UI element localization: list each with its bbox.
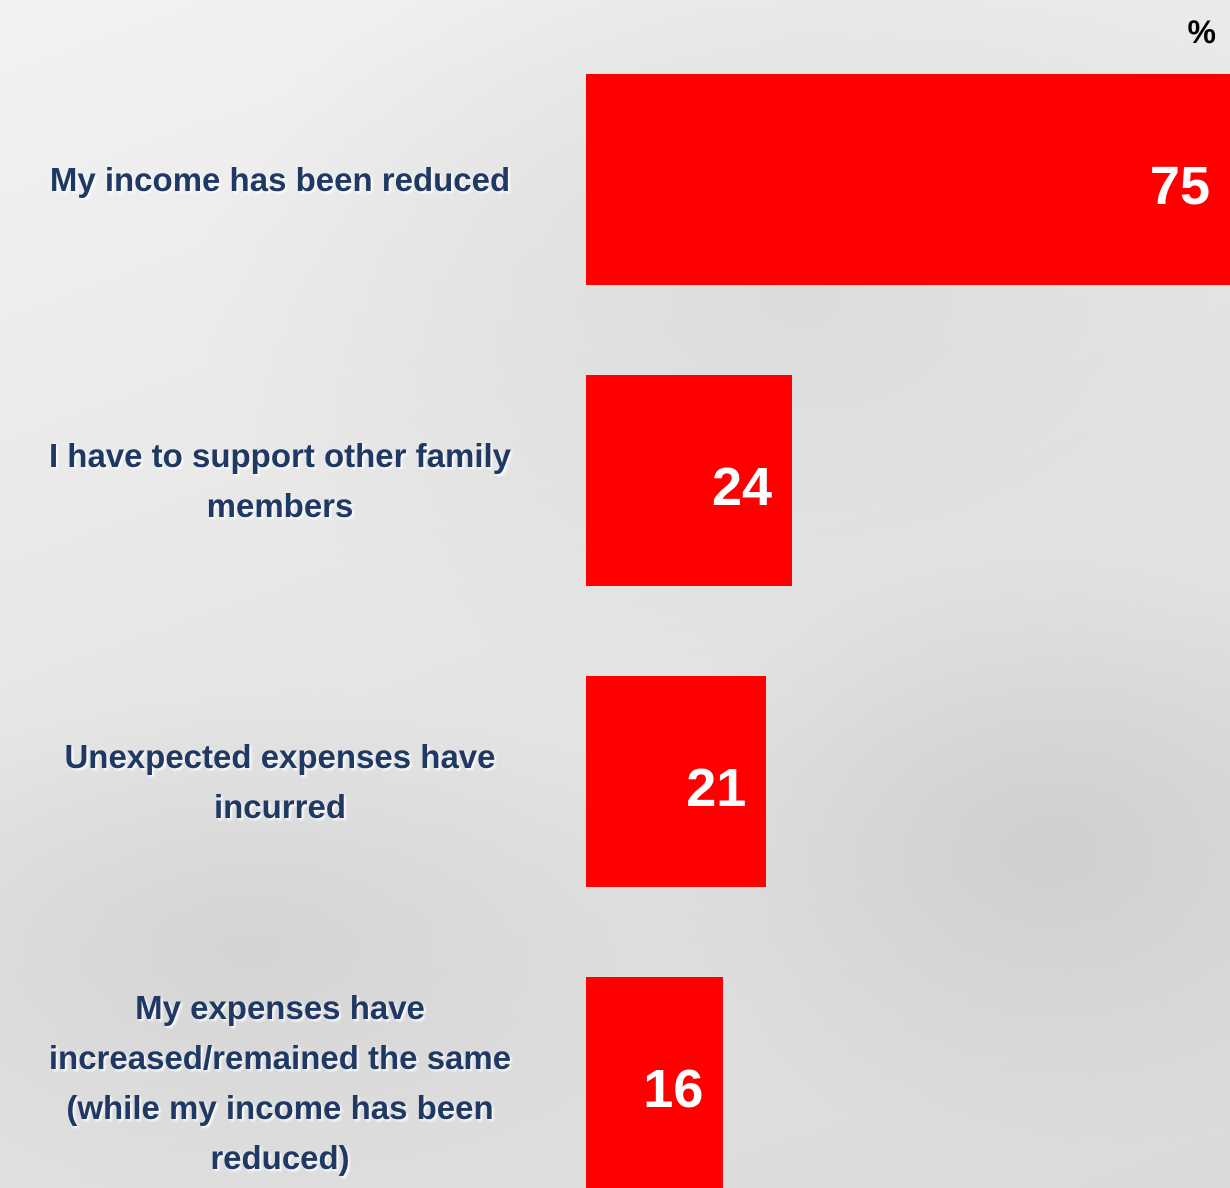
category-label: My expenses have increased/remained the … xyxy=(48,988,512,1176)
unit-label: % xyxy=(1187,14,1216,50)
bar xyxy=(586,74,1230,285)
value-label: 75 xyxy=(1149,155,1210,216)
bar xyxy=(586,375,793,586)
value-label: 16 xyxy=(643,1058,704,1119)
bar xyxy=(586,977,724,1188)
value-label: 21 xyxy=(686,757,747,818)
category-label: I have to support other family members xyxy=(48,436,512,524)
category-label: Unexpected expenses have incurred xyxy=(64,737,496,825)
value-label: 24 xyxy=(712,456,773,517)
bar xyxy=(586,676,767,887)
category-label: My income has been reduced xyxy=(49,160,511,198)
